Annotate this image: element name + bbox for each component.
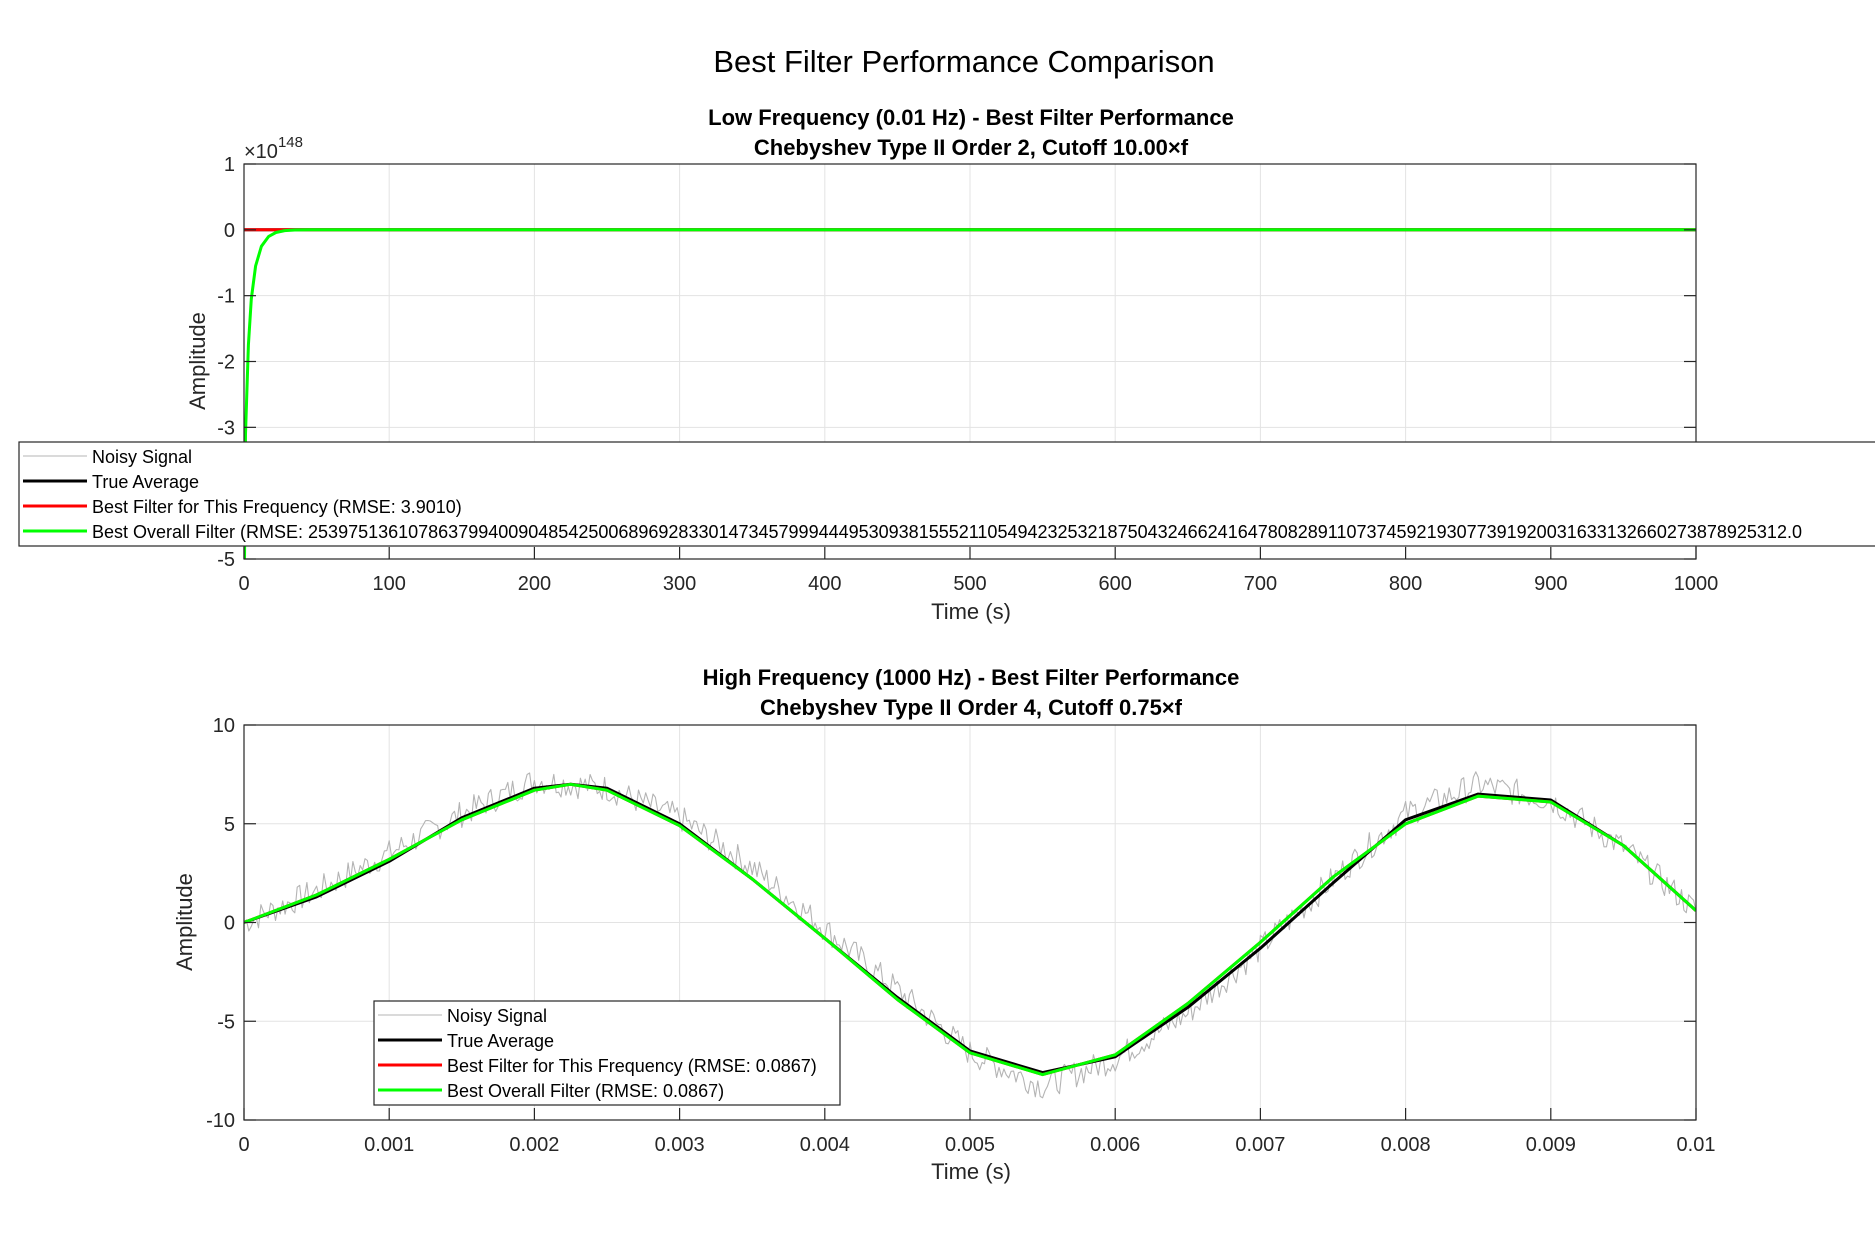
x-tick-label: 300 (663, 573, 696, 595)
subplot-1-ticks: 0 100 200 300 400 500 600 700 800 900 1000 1 0 -1 -2 -3… (217, 154, 1718, 595)
y-tick-label: -5 (217, 1011, 235, 1033)
x-tick-label: 400 (808, 573, 841, 595)
x-tick-label: 0.007 (1235, 1134, 1285, 1156)
x-tick-label: 100 (373, 573, 406, 595)
x-tick-label: 1000 (1674, 573, 1719, 595)
subplot-low-frequency: Low Frequency (0.01 Hz) - Best Filter Pe… (18, 105, 1875, 624)
subplot-2-legend: Noisy Signal True Average Best Filter for … (373, 1000, 841, 1106)
subplot-1-y-exponent: ×10148 (244, 134, 303, 163)
subplot-1-lines (244, 228, 1696, 559)
y-tick-label: -5 (217, 549, 235, 571)
subplot-1-title: Low Frequency (0.01 Hz) - Best Filter Pe… (708, 105, 1234, 130)
subplot-2-ylabel: Amplitude (172, 873, 197, 971)
series-line-1 (244, 771, 1696, 1099)
x-tick-label: 0.002 (509, 1134, 559, 1156)
x-tick-label: 0.009 (1526, 1134, 1576, 1156)
y-tick-label: 5 (224, 814, 235, 836)
legend-box (373, 1000, 841, 1106)
x-tick-label: 200 (518, 573, 551, 595)
x-tick-label: 0.006 (1090, 1134, 1140, 1156)
x-tick-label: 0.01 (1677, 1134, 1716, 1156)
series-line-4 (244, 228, 1696, 559)
legend-label: True Average (92, 472, 199, 492)
x-tick-label: 0.005 (945, 1134, 995, 1156)
x-tick-label: 600 (1099, 573, 1132, 595)
y-tick-label: -10 (206, 1110, 235, 1132)
y-tick-label: 0 (224, 913, 235, 935)
legend-label: Best Overall Filter (RMSE: 0.0867) (447, 1081, 724, 1101)
subplot-high-frequency: High Frequency (1000 Hz) - Best Filter P… (172, 665, 1715, 1184)
legend-label: Noisy Signal (447, 1006, 547, 1026)
legend-label: Noisy Signal (92, 447, 192, 467)
figure-title: Best Filter Performance Comparison (713, 44, 1214, 79)
subplot-2-subtitle: Chebyshev Type II Order 4, Cutoff 0.75×f (760, 695, 1183, 720)
subplot-1-subtitle: Chebyshev Type II Order 2, Cutoff 10.00×… (754, 135, 1189, 160)
series-line-2 (244, 782, 1696, 1075)
x-tick-label: 0.008 (1381, 1134, 1431, 1156)
x-tick-label: 700 (1244, 573, 1277, 595)
subplot-1-legend: Noisy Signal True Average Best Filter for … (18, 441, 1875, 547)
y-tick-label: -2 (217, 352, 235, 374)
y-tick-label: -1 (217, 286, 235, 308)
x-tick-label: 0 (238, 1134, 249, 1156)
subplot-2-ticks: 0 0.001 0.002 0.003 0.004 0.005 0.006 0.007 0.00… (206, 715, 1715, 1156)
y-tick-label: 10 (213, 715, 235, 737)
subplot-1-xlabel: Time (s) (931, 599, 1011, 624)
subplot-2-title: High Frequency (1000 Hz) - Best Filter P… (703, 665, 1240, 690)
legend-label: Best Filter for This Frequency (RMSE: 0.… (447, 1056, 817, 1076)
x-tick-label: 0.004 (800, 1134, 850, 1156)
x-tick-label: 500 (953, 573, 986, 595)
x-tick-label: 0.001 (364, 1134, 414, 1156)
x-tick-label: 800 (1389, 573, 1422, 595)
y-tick-label: 0 (224, 220, 235, 242)
y-tick-label: 1 (224, 154, 235, 176)
y-tick-label: -3 (217, 417, 235, 439)
series-line-4 (244, 782, 1696, 1077)
x-tick-label: 900 (1534, 573, 1567, 595)
x-tick-label: 0 (238, 573, 249, 595)
legend-label: Best Filter for This Frequency (RMSE: 3.… (92, 497, 462, 517)
subplot-2-lines (244, 771, 1696, 1099)
subplot-2-xlabel: Time (s) (931, 1159, 1011, 1184)
legend-box (18, 441, 1875, 547)
legend-label: Best Overall Filter (RMSE: 2539751361078… (92, 522, 1802, 542)
x-tick-label: 0.003 (655, 1134, 705, 1156)
legend-label: True Average (447, 1031, 554, 1051)
subplot-1-ylabel: Amplitude (185, 312, 210, 410)
